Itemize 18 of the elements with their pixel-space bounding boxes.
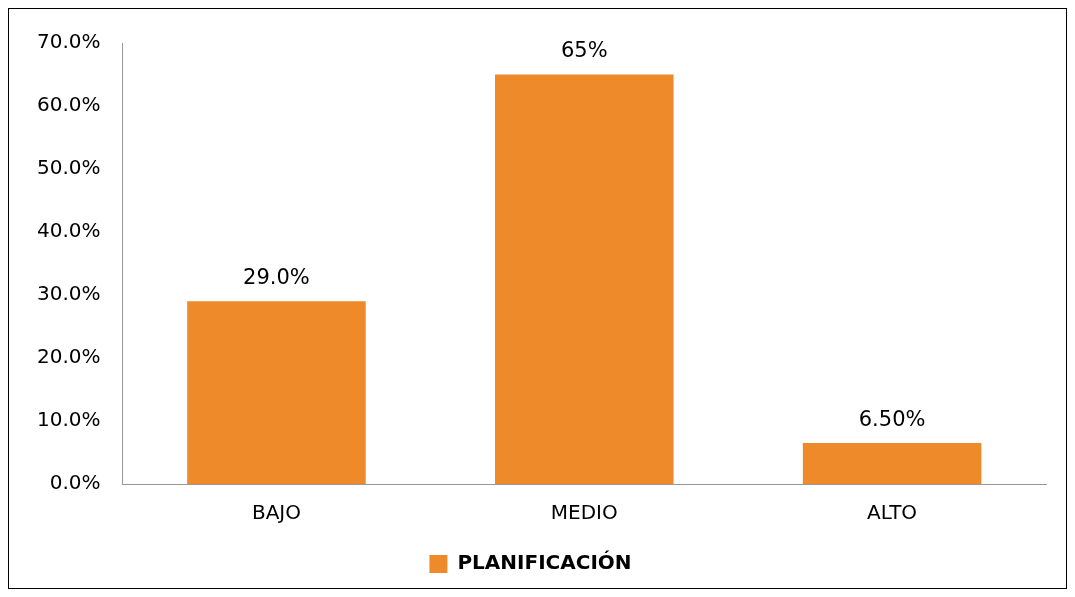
x-tick-label: BAJO bbox=[251, 500, 301, 525]
y-tick-label: 40.0% bbox=[36, 218, 101, 243]
bar bbox=[187, 301, 366, 484]
x-tick-label: ALTO bbox=[867, 500, 918, 525]
y-tick-label: 30.0% bbox=[36, 281, 101, 306]
y-tick-label: 0.0% bbox=[49, 470, 101, 495]
y-tick-label: 60.0% bbox=[36, 92, 101, 117]
data-label: 29.0% bbox=[243, 265, 310, 290]
y-tick-label: 50.0% bbox=[36, 155, 101, 180]
y-tick-label: 70.0% bbox=[36, 29, 101, 54]
bar bbox=[495, 74, 674, 484]
x-tick-label: MEDIO bbox=[550, 500, 618, 525]
data-label: 6.50% bbox=[858, 407, 926, 431]
y-tick-label: 20.0% bbox=[36, 344, 101, 369]
bar bbox=[802, 443, 982, 484]
legend-label: PLANIFICACIÓN bbox=[457, 550, 632, 575]
y-tick-label: 10.0% bbox=[36, 407, 101, 432]
data-label: 65% bbox=[560, 38, 608, 63]
